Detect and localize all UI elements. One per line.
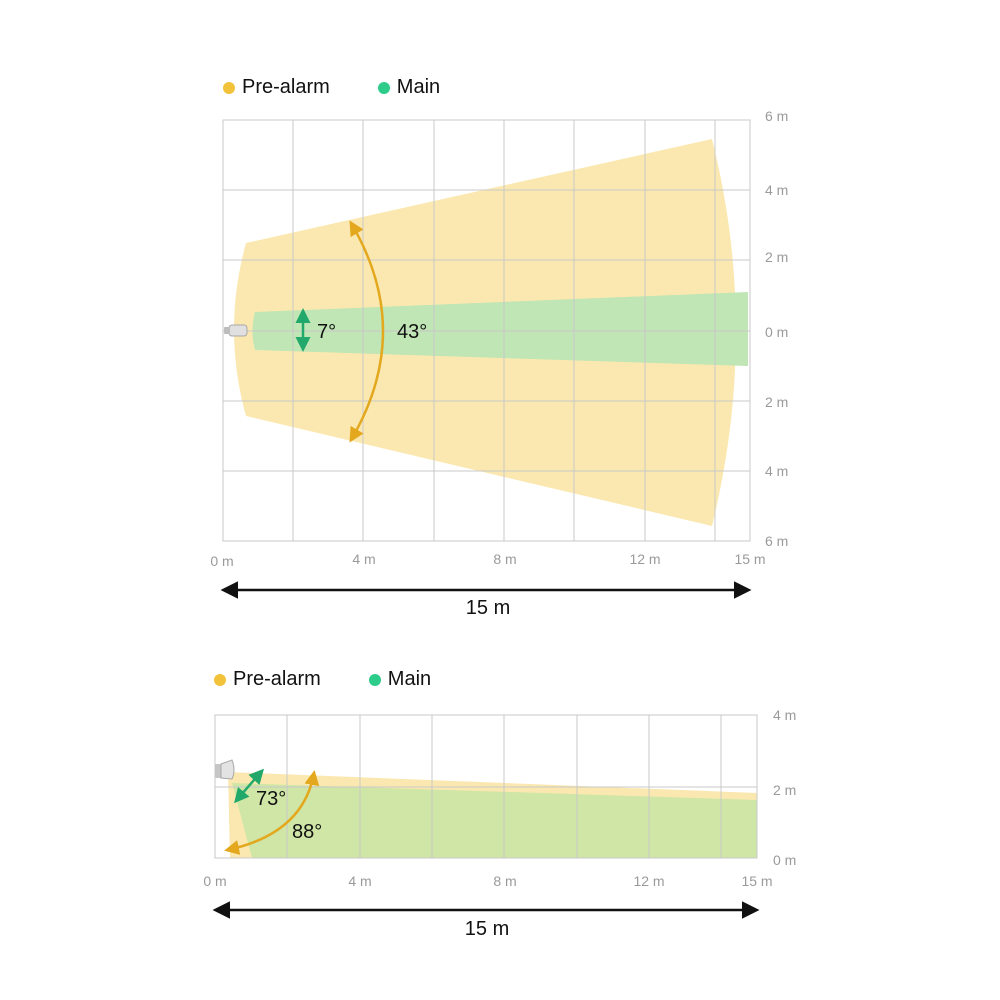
main-dot-icon bbox=[368, 673, 381, 686]
x-tick: 15 m bbox=[734, 551, 765, 567]
y-tick: 0 m bbox=[773, 852, 796, 868]
detector-top-icon bbox=[224, 324, 248, 337]
x-tick: 12 m bbox=[629, 551, 660, 567]
side-legend: Pre-alarm Main bbox=[214, 668, 479, 691]
legend-label-main: Main bbox=[396, 76, 441, 98]
legend-item-pre-alarm: Pre-alarm bbox=[223, 76, 330, 99]
legend-label-pre-alarm: Pre-alarm bbox=[233, 668, 321, 690]
legend-label-pre-alarm: Pre-alarm bbox=[242, 76, 330, 98]
y-tick: 2 m bbox=[765, 249, 788, 265]
top-legend: Pre-alarm Main bbox=[223, 76, 488, 99]
x-tick: 8 m bbox=[493, 551, 516, 567]
legend-item-pre-alarm: Pre-alarm bbox=[214, 668, 321, 691]
x-tick: 15 m bbox=[741, 873, 772, 889]
legend-label-main: Main bbox=[387, 668, 432, 690]
pre-alarm-dot-icon bbox=[223, 81, 235, 94]
x-tick: 4 m bbox=[348, 873, 371, 889]
pre-alarm-dot-icon bbox=[214, 673, 226, 686]
pre-alarm-angle-arrow bbox=[224, 770, 320, 855]
legend-item-main: Main bbox=[368, 668, 432, 691]
main-angle-label: 7° bbox=[317, 321, 336, 343]
y-tick: 4 m bbox=[765, 182, 788, 198]
side-distance-label: 15 m bbox=[465, 918, 509, 940]
y-tick: 0 m bbox=[765, 324, 788, 340]
x-tick: 0 m bbox=[210, 553, 233, 569]
top-main-zone bbox=[252, 292, 748, 366]
pre-alarm-angle-label: 88° bbox=[292, 821, 322, 843]
y-tick: 2 m bbox=[773, 782, 796, 798]
main-dot-icon bbox=[377, 81, 390, 94]
y-tick: 4 m bbox=[765, 463, 788, 479]
y-tick: 4 m bbox=[773, 707, 796, 723]
side-view-plot: 73° 88° 0 m 4 m 8 m 12 m 15 m 4 m 2 m 0 … bbox=[203, 707, 796, 940]
pre-alarm-angle-label: 43° bbox=[397, 321, 427, 343]
top-distance-label: 15 m bbox=[466, 597, 510, 619]
x-tick: 0 m bbox=[203, 873, 226, 889]
top-grid bbox=[222, 119, 751, 542]
x-tick: 8 m bbox=[493, 873, 516, 889]
top-view-plot: 7° 43° 0 m 4 m 8 m 12 m 15 m 6 m 4 m 2 m… bbox=[210, 108, 788, 619]
y-tick: 6 m bbox=[765, 108, 788, 124]
main-angle-label: 73° bbox=[256, 788, 286, 810]
x-tick: 4 m bbox=[352, 551, 375, 567]
legend-item-main: Main bbox=[377, 76, 441, 99]
y-tick: 2 m bbox=[765, 394, 788, 410]
pre-alarm-angle-arrow bbox=[349, 220, 385, 443]
side-main-zone bbox=[232, 783, 757, 858]
y-tick: 6 m bbox=[765, 533, 788, 549]
x-tick: 12 m bbox=[633, 873, 664, 889]
detector-side-icon bbox=[215, 759, 235, 780]
